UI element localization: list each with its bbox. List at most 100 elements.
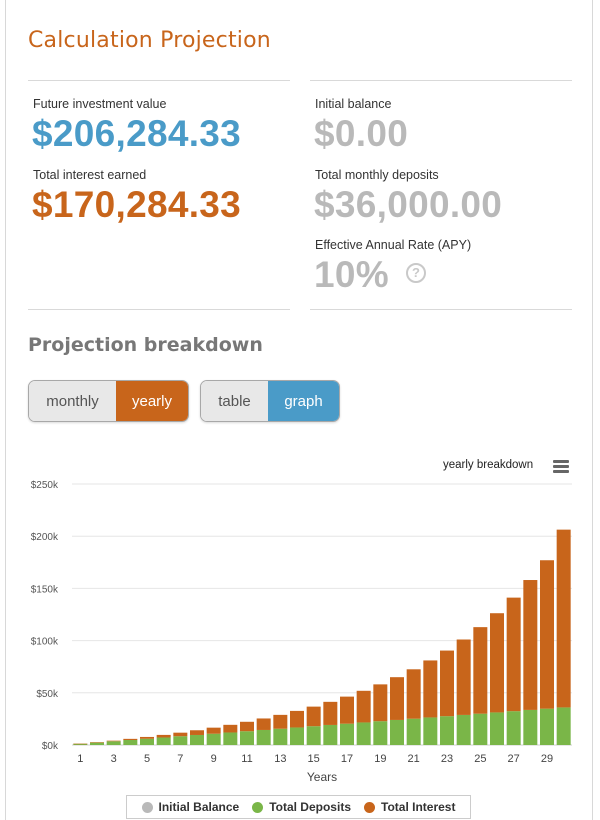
graph-option[interactable]: graph [268, 381, 339, 421]
x-tick-label: 1 [77, 753, 83, 765]
legend-label: Total Deposits [269, 800, 351, 814]
divider [310, 309, 572, 310]
bar-total-deposits [390, 719, 404, 745]
bar-total-deposits [156, 737, 171, 745]
bar-total-interest [290, 710, 304, 728]
monthly-option[interactable]: monthly [29, 381, 116, 421]
x-tick-label: 19 [374, 753, 386, 765]
x-tick-label: 15 [308, 753, 320, 765]
x-tick-label: 7 [177, 753, 183, 765]
chart-legend: Initial Balance Total Deposits Total Int… [126, 795, 471, 819]
bar-total-deposits [256, 729, 271, 745]
bar-total-interest [373, 684, 388, 722]
x-tick-label: 3 [111, 753, 117, 765]
bar-total-interest [140, 736, 154, 739]
y-tick-label: $250k [31, 480, 59, 491]
bar-total-deposits [356, 722, 371, 745]
table-option[interactable]: table [201, 381, 268, 421]
legend-total-interest[interactable]: Total Interest [364, 800, 455, 814]
bar-total-interest [523, 580, 538, 710]
bar-total-deposits [123, 739, 138, 745]
bar-total-interest [423, 660, 438, 718]
bar-total-deposits [73, 743, 88, 745]
x-tick-label: 11 [241, 753, 252, 765]
interest-value: $170,284.33 [32, 184, 242, 225]
bar-total-interest [173, 732, 188, 737]
y-tick-label: $150k [31, 584, 59, 595]
x-tick-label: 21 [408, 753, 420, 765]
legend-initial-balance[interactable]: Initial Balance [141, 800, 240, 814]
help-icon[interactable]: ? [406, 263, 426, 283]
y-tick-label: $100k [31, 637, 59, 648]
bar-total-interest [106, 740, 121, 742]
bar-total-interest [256, 718, 271, 730]
x-tick-label: 23 [441, 753, 453, 765]
bar-total-interest [440, 650, 454, 717]
bar-total-deposits [140, 738, 154, 745]
bar-total-interest [156, 734, 171, 738]
chart-caption: yearly breakdown [443, 459, 534, 471]
bar-total-deposits [340, 723, 354, 745]
bar-total-interest [90, 742, 104, 743]
monthly-deposits-value: $36,000.00 [314, 184, 503, 225]
bar-total-interest [306, 706, 321, 727]
bar-total-deposits [173, 736, 188, 745]
bar-total-interest [540, 560, 554, 709]
divider [310, 80, 572, 81]
divider [28, 80, 290, 81]
bar-total-interest [490, 613, 504, 713]
legend-dot-icon [252, 801, 264, 813]
bar-total-deposits [206, 733, 221, 745]
view-toggle: table graph [200, 380, 340, 422]
period-toggle: monthly yearly [28, 380, 189, 422]
legend-label: Total Interest [381, 800, 456, 814]
bar-total-deposits [540, 708, 554, 745]
bar-total-deposits [90, 742, 104, 745]
legend-label: Initial Balance [158, 800, 240, 814]
bar-total-interest [356, 690, 371, 723]
legend-dot-icon [141, 801, 153, 813]
bar-total-interest [406, 669, 421, 719]
bar-total-deposits [556, 707, 571, 745]
bar-total-deposits [423, 717, 438, 745]
bar-total-interest [123, 738, 138, 740]
bar-total-interest [240, 721, 254, 732]
bar-total-interest [206, 727, 221, 734]
legend-dot-icon [364, 801, 375, 813]
bar-total-deposits [473, 713, 488, 745]
bar-total-deposits [506, 711, 521, 745]
bar-total-interest [340, 696, 354, 724]
divider [28, 309, 290, 310]
legend-total-deposits[interactable]: Total Deposits [252, 800, 351, 814]
page-title: Calculation Projection [28, 28, 271, 53]
bar-total-interest [390, 677, 404, 720]
y-tick-label: $50k [36, 689, 59, 700]
bar-total-interest [273, 714, 288, 729]
y-tick-label: $0k [42, 741, 59, 752]
bar-total-deposits [106, 741, 121, 745]
bar-total-deposits [456, 714, 471, 745]
bar-total-interest [506, 597, 521, 712]
bar-total-interest [223, 724, 238, 733]
initial-balance-value: $0.00 [314, 113, 409, 154]
interest-label: Total interest earned [33, 168, 147, 182]
apy-value: 10% [314, 254, 389, 295]
breakdown-title: Projection breakdown [28, 334, 263, 356]
bar-total-interest [456, 639, 471, 715]
panel-frame [5, 0, 593, 820]
yearly-option[interactable]: yearly [116, 381, 188, 421]
bar-total-interest [323, 701, 338, 725]
chart-menu-icon[interactable] [553, 460, 569, 473]
bar-total-deposits [190, 734, 204, 745]
bar-total-interest [556, 529, 571, 708]
bar-total-deposits [440, 716, 454, 745]
bar-total-deposits [373, 721, 388, 745]
monthly-deposits-label: Total monthly deposits [315, 168, 439, 182]
bar-total-deposits [240, 731, 254, 745]
bar-total-deposits [406, 718, 421, 745]
bar-total-deposits [306, 726, 321, 745]
bar-total-interest [473, 627, 488, 714]
bar-total-deposits [290, 727, 304, 745]
initial-balance-label: Initial balance [315, 97, 392, 111]
